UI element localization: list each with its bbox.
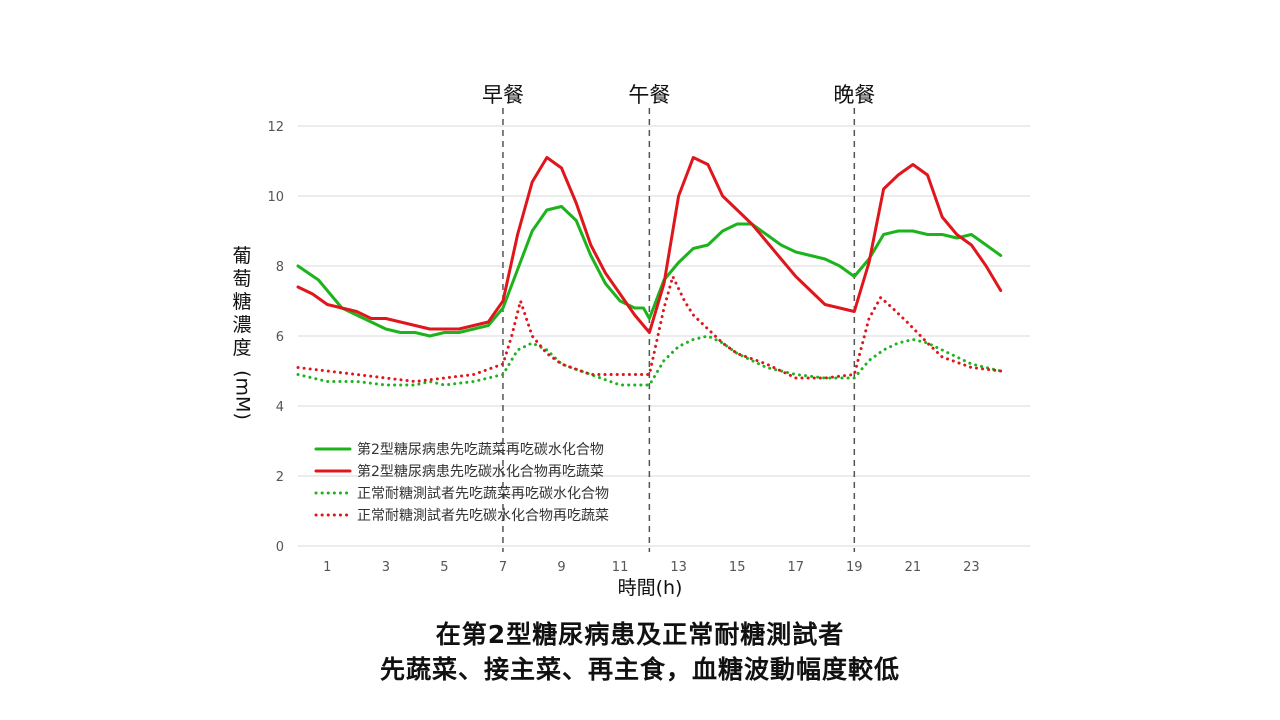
x-tick-label: 19	[846, 560, 863, 575]
y-tick-label: 8	[276, 260, 284, 275]
meal-marker-label: 早餐	[482, 83, 524, 107]
x-tick-label: 5	[440, 560, 448, 575]
y-axis-title-char: 濃	[232, 314, 251, 336]
y-tick-label: 12	[267, 120, 284, 135]
y-axis-title-char: 糖	[232, 291, 251, 313]
x-tick-label: 11	[612, 560, 629, 575]
x-tick-label: 3	[382, 560, 390, 575]
series-line-3	[296, 334, 1003, 387]
x-tick-label: 23	[963, 560, 980, 575]
legend-entry-1: 第2型糖尿病患先吃蔬菜再吃碳水化合物	[357, 441, 604, 458]
x-tick-label: 15	[729, 560, 746, 575]
y-axis-title-unit: (mM)	[232, 370, 254, 420]
series-line-1	[296, 205, 1003, 338]
y-tick-label: 4	[276, 400, 284, 415]
y-tick-label: 0	[276, 540, 284, 555]
grid-lines	[298, 125, 1030, 547]
x-tick-label: 7	[499, 560, 507, 575]
legend-entry-2: 第2型糖尿病患先吃碳水化合物再吃蔬菜	[357, 463, 604, 480]
caption-line-2: 先蔬菜、接主菜、再主食，血糖波動幅度較低	[379, 655, 900, 684]
x-tick-label: 9	[557, 560, 565, 575]
x-tick-labels: 1 3 5 7 9 11 13 15 17 19 21 23	[323, 560, 980, 575]
series-line-2	[296, 156, 1003, 334]
legend-entry-4: 正常耐糖測試者先吃碳水化合物再吃蔬菜	[357, 508, 609, 524]
y-axis-title-char: 葡	[232, 245, 251, 267]
x-tick-label: 21	[905, 560, 922, 575]
y-tick-label: 2	[276, 470, 284, 485]
meal-marker-label: 晚餐	[833, 83, 875, 107]
y-tick-label: 6	[276, 330, 284, 345]
legend-entry-3: 正常耐糖測試者先吃蔬菜再吃碳水化合物	[357, 486, 609, 502]
legend: 第2型糖尿病患先吃蔬菜再吃碳水化合物第2型糖尿病患先吃碳水化合物再吃蔬菜正常耐糖…	[314, 441, 609, 524]
x-tick-label: 13	[670, 560, 687, 575]
x-axis-title: 時間(h)	[618, 577, 683, 599]
y-tick-labels: 0 2 4 6 8 10 12	[267, 120, 284, 555]
x-tick-label: 17	[787, 560, 804, 575]
y-tick-label: 10	[267, 190, 284, 205]
meal-marker-label: 午餐	[628, 83, 670, 107]
series-lines	[296, 156, 1003, 387]
x-tick-label: 1	[323, 560, 331, 575]
y-axis-title-char: 度	[232, 337, 251, 359]
y-axis-title-char: 萄	[232, 268, 251, 290]
meal-markers: 早餐 午餐 晚餐	[482, 83, 875, 552]
caption-line-1: 在第2型糖尿病患及正常耐糖測試者	[435, 620, 845, 649]
series-line-4	[296, 275, 1003, 383]
